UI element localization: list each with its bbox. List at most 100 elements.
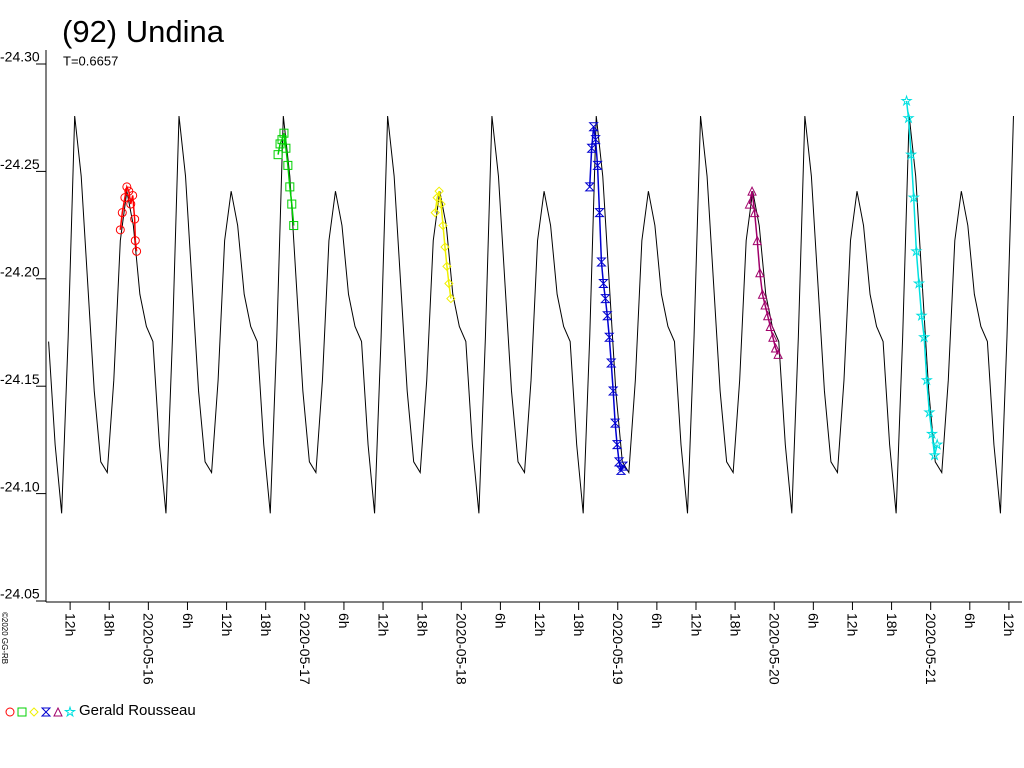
y-tick-label: -24.20 [0, 264, 40, 280]
x-tick-label: 6h [493, 613, 509, 629]
chart-subtitle: T=0.6657 [63, 53, 118, 68]
data-point [432, 192, 442, 203]
legend-marker [40, 707, 52, 717]
x-tick-label: 2020-05-21 [923, 613, 939, 685]
data-point [752, 235, 763, 246]
data-point [773, 349, 783, 359]
legend-label: Gerald Rousseau [79, 702, 196, 719]
data-point [902, 111, 915, 124]
data-point [285, 182, 295, 192]
x-tick-label: 18h [727, 613, 743, 636]
data-point [617, 461, 629, 471]
x-tick-label: 2020-05-17 [297, 613, 313, 685]
x-tick-label: 18h [102, 613, 118, 636]
data-point [586, 143, 597, 153]
data-point [130, 214, 140, 224]
chart-title: (92) Undina [62, 14, 225, 49]
x-tick-label: 12h [219, 613, 235, 636]
data-point [598, 279, 609, 289]
x-tick-label: 18h [414, 613, 430, 636]
data-point [126, 199, 136, 209]
x-tick-label: 18h [884, 613, 900, 636]
data-point [279, 128, 289, 138]
data-point [283, 160, 293, 170]
legend-marker [5, 707, 15, 717]
data-point [117, 208, 127, 218]
y-tick-label: -24.05 [0, 586, 40, 602]
data-point [115, 225, 125, 235]
data-point [770, 342, 781, 353]
series-line [588, 126, 624, 473]
data-point [592, 160, 603, 170]
data-point [912, 277, 926, 289]
data-point [931, 438, 944, 450]
plot-area [48, 94, 1014, 514]
legend-marker [29, 707, 39, 717]
data-point [602, 311, 613, 321]
data-point [588, 122, 599, 132]
data-point [442, 261, 452, 272]
data-point [594, 208, 605, 218]
x-tick-label: 2020-05-18 [454, 613, 470, 685]
data-point [596, 257, 607, 267]
data-point [755, 267, 765, 278]
data-point [910, 244, 923, 257]
data-point [923, 405, 936, 418]
data-point [915, 309, 928, 321]
data-point [607, 386, 619, 396]
data-point [132, 246, 142, 256]
credit: ©2020 GG-RB [0, 612, 9, 664]
y-tick-label: -24.30 [0, 49, 40, 65]
data-point [430, 207, 440, 218]
legend-marker [17, 707, 27, 717]
data-point [928, 448, 941, 461]
data-point [904, 148, 918, 160]
data-point [273, 150, 283, 160]
data-point [434, 186, 444, 196]
data-point [900, 94, 913, 107]
x-tick-label: 2020-05-19 [610, 613, 626, 685]
series-line [119, 184, 138, 252]
y-tick-label: -24.15 [0, 371, 40, 387]
x-tick-label: 6h [649, 613, 665, 629]
x-tick-label: 12h [845, 613, 861, 636]
data-point [440, 242, 450, 252]
data-point [600, 294, 611, 304]
x-tick-label: 12h [532, 613, 548, 636]
x-tick-label: 18h [571, 613, 587, 636]
x-tick-label: 18h [258, 613, 274, 636]
data-point [606, 358, 617, 368]
data-point [128, 190, 138, 200]
data-point [609, 418, 621, 428]
x-tick-label: 12h [688, 613, 704, 636]
x-tick-label: 12h [375, 613, 391, 636]
series-line [277, 132, 295, 226]
x-tick-label: 6h [336, 613, 352, 629]
data-point [444, 278, 454, 289]
data-point [918, 330, 931, 343]
data-point [765, 321, 776, 331]
x-tick-label: 2020-05-16 [141, 613, 157, 685]
data-point [611, 440, 623, 450]
data-point [281, 143, 291, 153]
data-point [604, 332, 615, 342]
data-point [287, 199, 297, 209]
data-point [749, 207, 760, 218]
data-point [584, 182, 595, 192]
legend-marker [63, 705, 77, 718]
y-tick-label: -24.10 [0, 478, 40, 494]
data-point [757, 289, 768, 299]
data-point [590, 135, 601, 145]
data-point [747, 186, 757, 196]
data-point [920, 373, 933, 386]
x-tick-label: 6h [806, 613, 822, 629]
data-point [925, 427, 939, 440]
data-point [760, 299, 770, 310]
data-point [907, 191, 920, 203]
y-tick-label: -24.25 [0, 156, 40, 172]
data-point [762, 310, 773, 321]
model-curve [48, 115, 1014, 514]
series-line [434, 190, 452, 299]
data-point [130, 236, 140, 246]
